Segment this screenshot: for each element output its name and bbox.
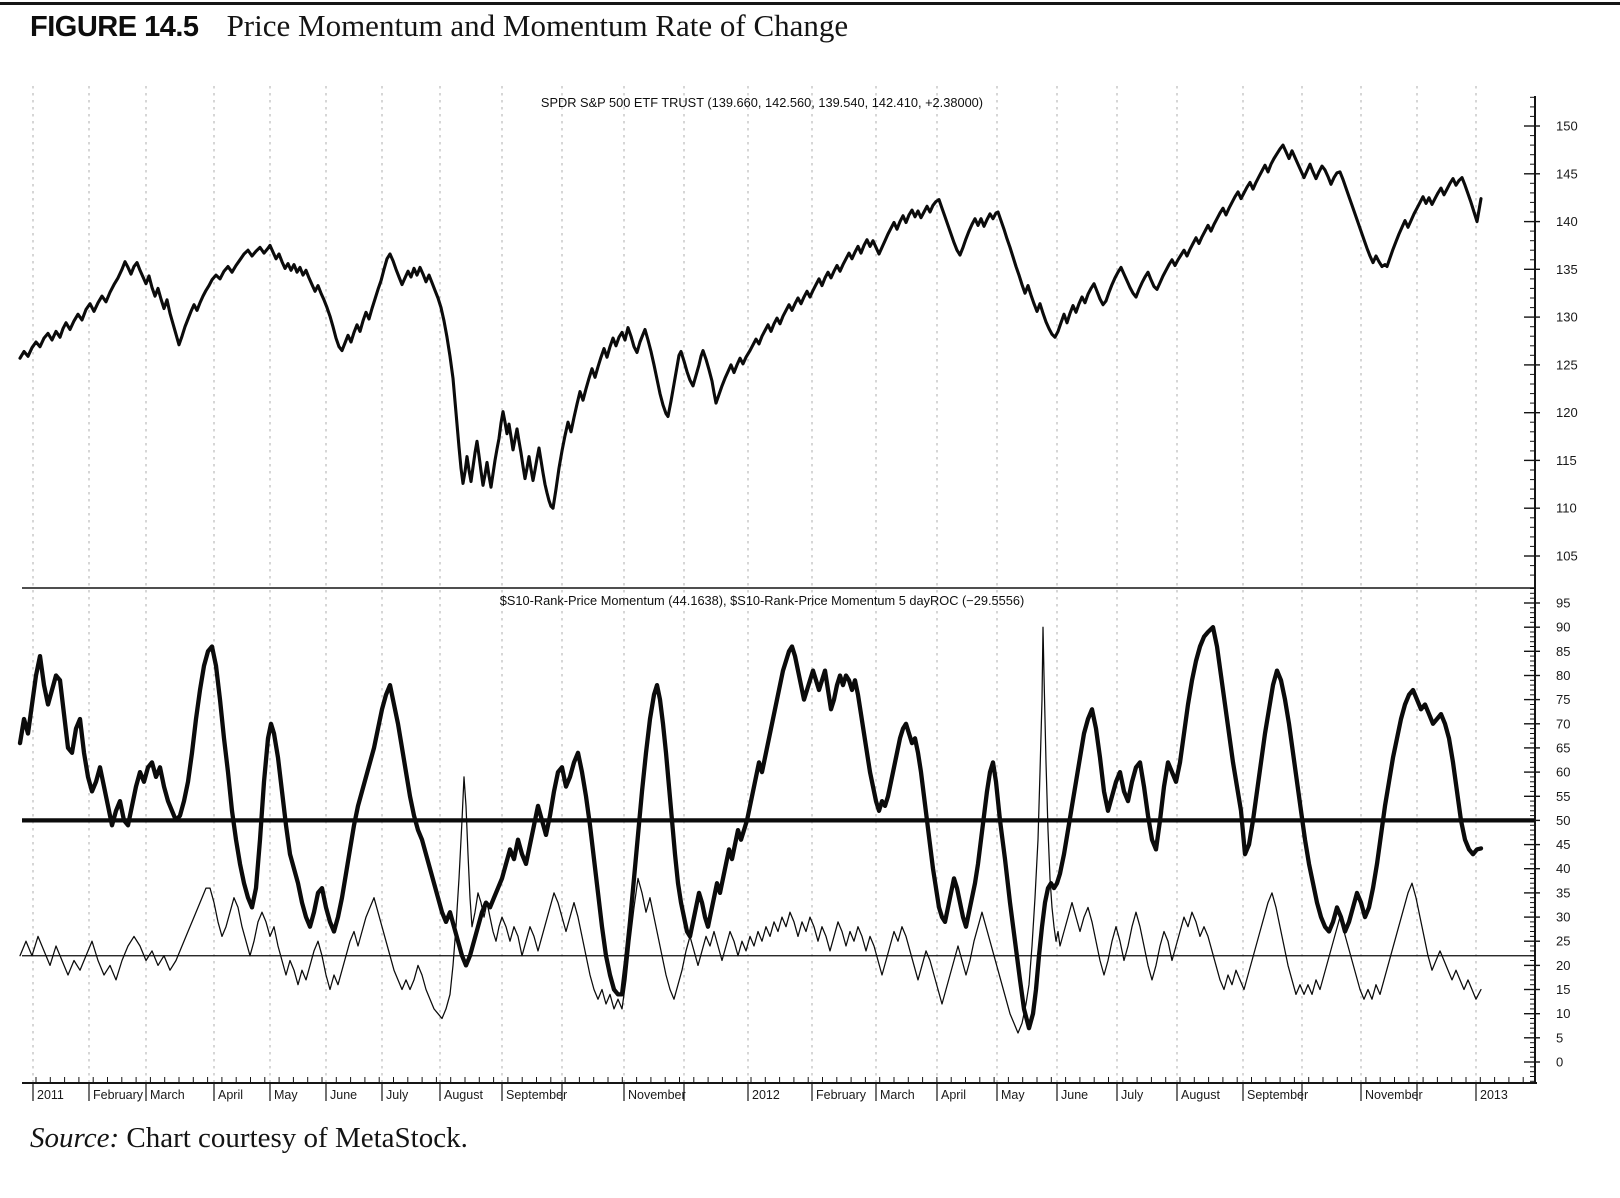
svg-text:70: 70: [1556, 716, 1570, 731]
svg-text:90: 90: [1556, 620, 1570, 635]
svg-text:May: May: [1001, 1088, 1025, 1102]
y-axis-labels: 105 110 115 120 125 130 135 140 145 150 0 5 10 15 20 25…: [1556, 119, 1578, 1070]
svg-text:20: 20: [1556, 958, 1570, 973]
svg-text:115: 115: [1556, 453, 1577, 468]
svg-text:85: 85: [1556, 644, 1570, 659]
svg-text:February: February: [93, 1088, 144, 1102]
svg-text:July: July: [386, 1088, 409, 1102]
svg-text:February: February: [816, 1088, 867, 1102]
svg-text:125: 125: [1556, 357, 1578, 372]
svg-text:May: May: [274, 1088, 298, 1102]
svg-text:2013: 2013: [1480, 1088, 1508, 1102]
svg-text:2012: 2012: [752, 1088, 780, 1102]
month-labels: 2011 February March April May June July August S…: [37, 1088, 1508, 1102]
svg-text:105: 105: [1556, 549, 1578, 564]
source-prefix: Source:: [30, 1122, 120, 1154]
momentum-line: [17, 625, 1484, 1031]
figure-title: Price Momentum and Momentum Rate of Chan…: [226, 8, 849, 43]
svg-text:November: November: [1365, 1088, 1423, 1102]
svg-text:75: 75: [1556, 692, 1570, 707]
svg-text:10: 10: [1556, 1006, 1570, 1021]
svg-text:95: 95: [1556, 596, 1570, 611]
figure-header: FIGURE 14.5 Price Momentum and Momentum …: [30, 8, 848, 44]
y-axis-ticks: [1524, 96, 1540, 1082]
month-gridlines: [32, 86, 1477, 1083]
source-text: Chart courtesy of MetaStock.: [119, 1122, 468, 1154]
svg-text:June: June: [1061, 1088, 1088, 1102]
svg-text:15: 15: [1556, 982, 1570, 997]
svg-text:65: 65: [1556, 740, 1570, 755]
page-top-rule: [0, 2, 1620, 5]
svg-text:March: March: [880, 1088, 915, 1102]
svg-text:140: 140: [1556, 214, 1578, 229]
svg-text:120: 120: [1556, 405, 1578, 420]
svg-text:30: 30: [1556, 910, 1570, 925]
svg-text:55: 55: [1556, 789, 1570, 804]
svg-text:August: August: [444, 1088, 483, 1102]
svg-text:5: 5: [1556, 1030, 1563, 1045]
momentum-panel-title: $S10-Rank-Price Momentum (44.1638), $S10…: [500, 593, 1025, 608]
svg-text:0: 0: [1556, 1055, 1563, 1070]
month-ticks: [32, 1083, 1477, 1101]
svg-text:April: April: [218, 1088, 243, 1102]
svg-text:35: 35: [1556, 885, 1570, 900]
svg-text:25: 25: [1556, 934, 1570, 949]
svg-text:40: 40: [1556, 861, 1570, 876]
svg-text:50: 50: [1556, 813, 1570, 828]
svg-text:September: September: [506, 1088, 567, 1102]
svg-text:September: September: [1247, 1088, 1308, 1102]
svg-text:April: April: [941, 1088, 966, 1102]
svg-text:135: 135: [1556, 262, 1578, 277]
svg-text:July: July: [1121, 1088, 1144, 1102]
svg-text:November: November: [628, 1088, 686, 1102]
svg-text:March: March: [150, 1088, 185, 1102]
svg-text:2011: 2011: [37, 1088, 64, 1102]
roc-line: [19, 626, 1482, 1034]
svg-text:60: 60: [1556, 765, 1570, 780]
svg-text:150: 150: [1556, 119, 1578, 134]
price-panel-title: SPDR S&P 500 ETF TRUST (139.660, 142.560…: [541, 95, 983, 110]
svg-text:80: 80: [1556, 668, 1570, 683]
svg-text:110: 110: [1556, 501, 1577, 516]
source-line: Source: Chart courtesy of MetaStock.: [30, 1122, 468, 1155]
spy-price-line: [18, 143, 1483, 510]
svg-text:145: 145: [1556, 166, 1578, 181]
svg-text:45: 45: [1556, 837, 1570, 852]
figure-label: FIGURE 14.5: [30, 11, 199, 43]
svg-text:130: 130: [1556, 310, 1578, 325]
svg-text:June: June: [330, 1088, 357, 1102]
svg-text:August: August: [1181, 1088, 1220, 1102]
